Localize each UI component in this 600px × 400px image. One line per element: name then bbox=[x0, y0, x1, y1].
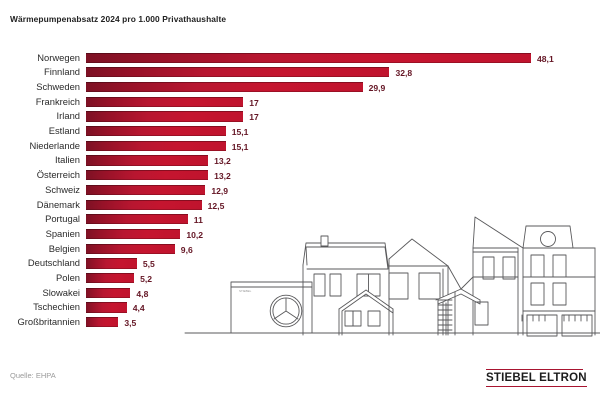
svg-text:STIEBEL: STIEBEL bbox=[239, 289, 252, 293]
